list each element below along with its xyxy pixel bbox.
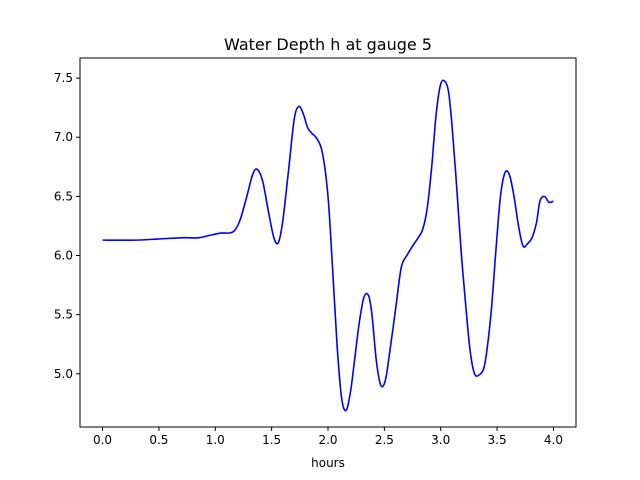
x-tick-label: 0.5	[149, 433, 168, 447]
y-tick-label: 7.5	[54, 71, 73, 85]
x-tick-label: 1.0	[206, 433, 225, 447]
y-tick-label: 6.5	[54, 189, 73, 203]
x-tick-label: 2.5	[375, 433, 394, 447]
y-tick-label: 6.0	[54, 249, 73, 263]
plot-frame	[79, 57, 577, 428]
x-axis-label: hours	[311, 456, 345, 470]
chart-title: Water Depth h at gauge 5	[224, 35, 432, 54]
y-tick-label: 5.0	[54, 367, 73, 381]
x-tick-label: 4.0	[544, 433, 563, 447]
x-tick-label: 2.0	[318, 433, 337, 447]
y-tick-label: 5.5	[54, 308, 73, 322]
series-layer	[102, 79, 554, 412]
y-tick-label: 7.0	[54, 130, 73, 144]
x-tick-label: 0.0	[93, 433, 112, 447]
series-line	[102, 79, 554, 412]
x-tick-label: 3.0	[431, 433, 450, 447]
x-tick-label: 3.5	[488, 433, 507, 447]
axis-ticks: 0.0 0.5 1.0 1.5 2.0 2.5 3.0 3.5 4.0 5.0 5.5 6.0 6.5 7…	[54, 71, 563, 447]
x-tick-label: 1.5	[262, 433, 281, 447]
